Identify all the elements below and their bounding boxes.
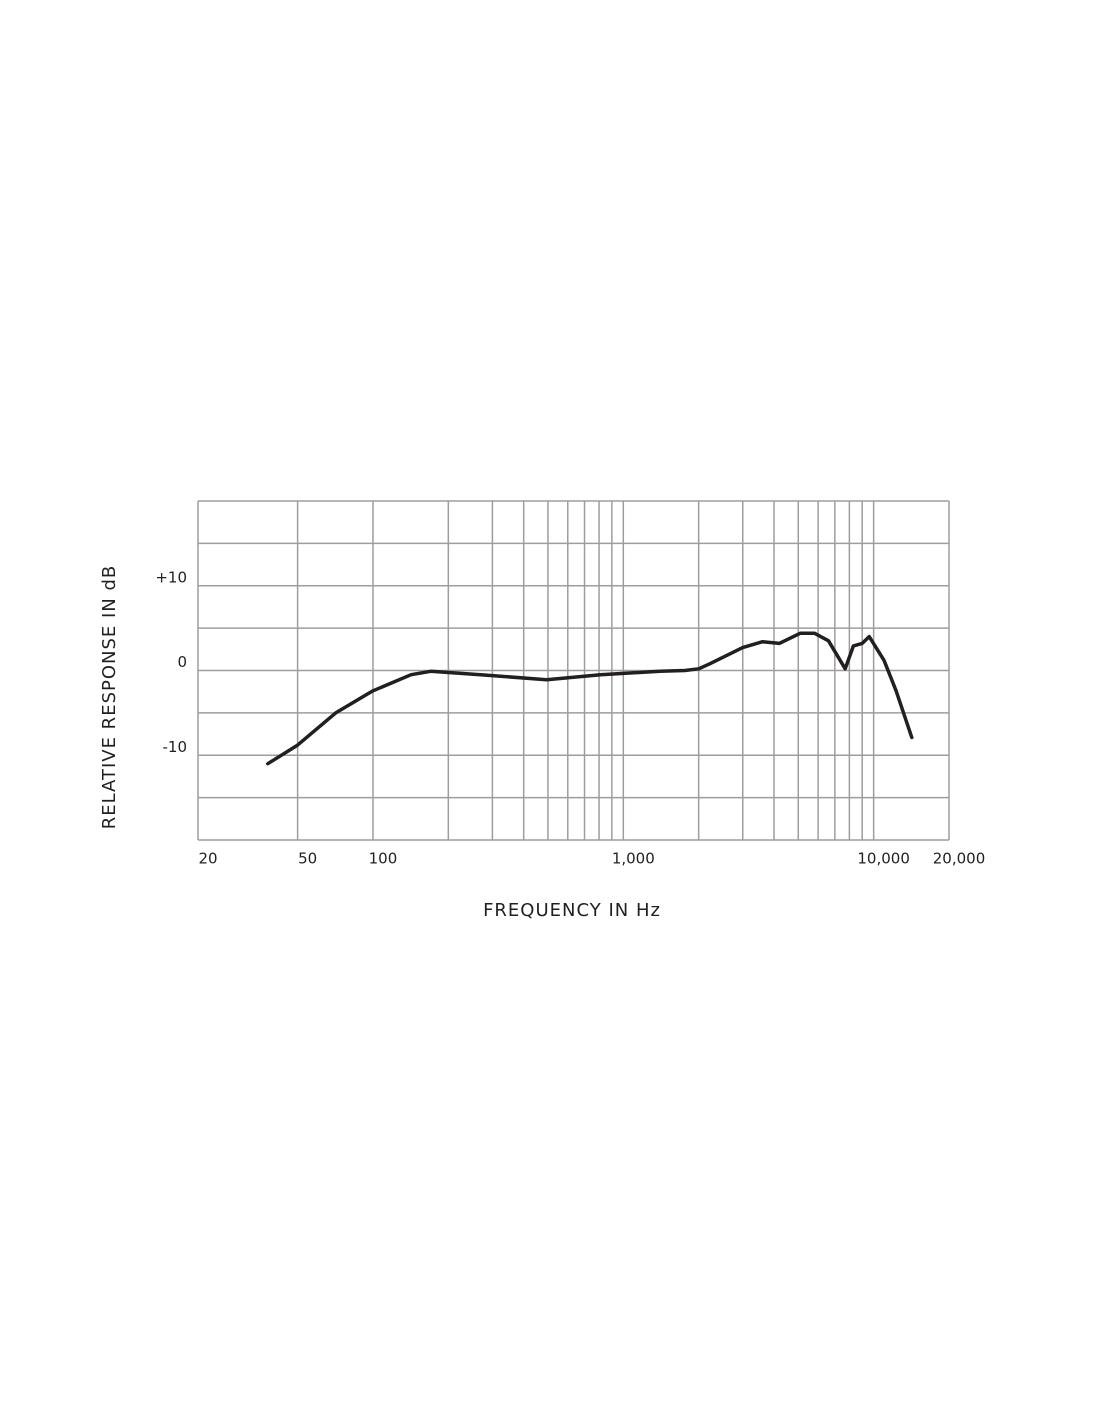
x-tick-label: 100: [369, 850, 398, 868]
response-curve: [266, 631, 914, 766]
x-tick-label: 20,000: [933, 850, 986, 868]
x-tick-label: 1,000: [612, 850, 655, 868]
y-tick-label: 0: [177, 653, 187, 671]
x-tick-label: 50: [298, 850, 317, 868]
x-tick-label: 10,000: [857, 850, 910, 868]
y-tick-label: +10: [155, 568, 187, 586]
x-tick-label: 20: [198, 850, 217, 868]
y-tick-label: -10: [163, 738, 188, 756]
y-axis-title: RELATIVE RESPONSE IN dB: [99, 565, 120, 830]
x-axis-title: FREQUENCY IN Hz: [483, 900, 661, 921]
